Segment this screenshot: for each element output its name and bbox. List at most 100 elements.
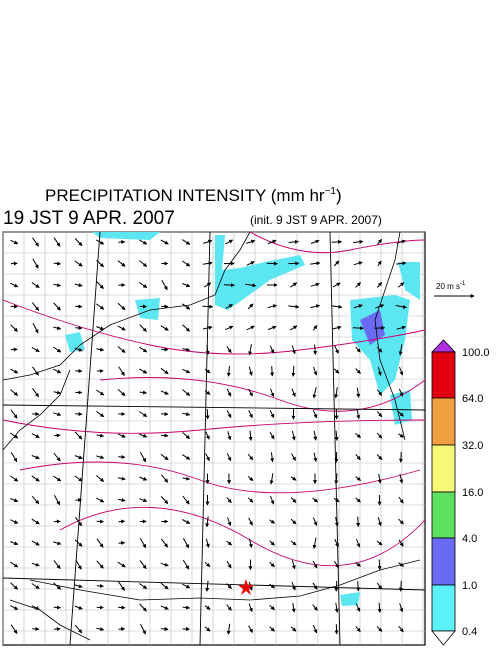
wind-arrow [31,583,40,589]
wind-arrow [397,282,405,288]
wind-arrow [139,560,147,570]
wind-arrow [398,562,405,567]
wind-arrow [355,282,361,288]
wind-arrow [225,239,234,245]
colorbar: 100.0 64.0 32.0 16.0 4.0 1.0 0.4 [431,339,490,646]
colorbar-segment [431,351,456,399]
wind-arrow [53,452,61,462]
wind-arrow [270,366,275,377]
wind-arrow [398,411,404,417]
wind-arrow [377,602,382,613]
wind-arrow [334,602,339,613]
wind-arrow [399,473,404,484]
colorbar-label: 1.0 [462,580,477,592]
wind-arrow [333,260,340,267]
wind-arrow [226,623,231,635]
wind-arrow [10,561,19,568]
wind-arrow [269,431,275,440]
wind-arrow [270,388,275,398]
wind-arrow [10,498,19,503]
wind-arrow [53,302,61,311]
wind-arrow [182,303,191,310]
wind-arrow [160,453,169,461]
wind-arrow [310,304,321,309]
wind-arrow [205,453,210,462]
wind-arrow [160,496,169,505]
wind-arrow [248,366,253,376]
wind-arrow [247,453,254,461]
colorbar-segment [431,397,456,446]
wind-arrow [375,304,385,309]
wind-arrow [117,346,126,353]
wind-arrow [160,239,169,245]
wind-arrow [139,281,148,289]
wind-arrow [205,344,210,355]
wind-arrow [333,497,340,503]
wind-arrow [331,325,342,330]
wind-arrow [74,347,83,352]
colorbar-segment [431,537,456,586]
wind-arrow [396,261,407,266]
wind-arrow [246,325,255,331]
wind-arrow [226,497,232,504]
wind-arrow [377,366,382,376]
wind-arrow [118,581,125,591]
wind-arrow [355,433,362,439]
colorbar-label: 16.0 [462,487,483,499]
wind-arrow [53,495,61,506]
wind-arrow [313,430,318,441]
wind-arrow [118,605,126,610]
wind-arrow [160,390,169,395]
wind-arrow [398,344,403,356]
wind-arrow [118,541,126,546]
wind-arrow [269,345,275,354]
wind-arrow [248,538,253,549]
wind-arrow [161,280,168,291]
wind-arrow [310,239,320,244]
wind-arrow [74,624,83,634]
wind-arrow [139,451,147,463]
wind-arrow [96,347,105,352]
colorbar-segment [431,491,456,539]
wind-arrow [204,282,212,288]
colorbar-label: 64.0 [462,393,483,405]
wind-arrow [74,517,83,527]
wind-arrow [74,260,83,267]
wind-arrow [118,366,125,376]
wind-arrow [182,260,191,267]
wind-arrow [355,603,361,612]
wind-arrow [53,283,62,288]
wind-arrow [10,239,19,245]
wind-arrow [227,517,232,527]
wind-arrow [356,516,361,528]
wind-arrow [10,368,19,374]
wind-arrow [396,239,406,244]
wind-arrow [117,302,126,311]
wind-arrow [96,627,105,632]
wind-arrow [355,476,362,481]
wind-arrow [247,497,254,503]
colorbar-label: 4.0 [462,533,477,545]
wind-arrow [96,433,105,438]
wind-arrow [312,537,317,549]
wind-arrow [376,540,383,546]
wind-arrow [333,561,340,569]
wind-arrow [182,432,190,440]
wind-arrow [398,433,405,438]
wind-arrow [75,559,82,570]
wind-arrow [290,497,297,503]
wind-arrow [10,582,18,590]
wind-arrow [269,604,275,611]
wind-arrow [289,325,298,331]
wind-arrow [53,433,61,438]
colorbar-segment [431,584,456,632]
wind-arrow [96,455,105,460]
wind-arrow [334,430,339,441]
wind-arrow [10,409,18,419]
wind-arrow [117,433,126,438]
wind-arrow [334,538,339,548]
wind-arrow [96,303,105,310]
wind-arrow [290,282,298,288]
wind-arrow [248,625,253,633]
wind-arrow [355,453,361,461]
